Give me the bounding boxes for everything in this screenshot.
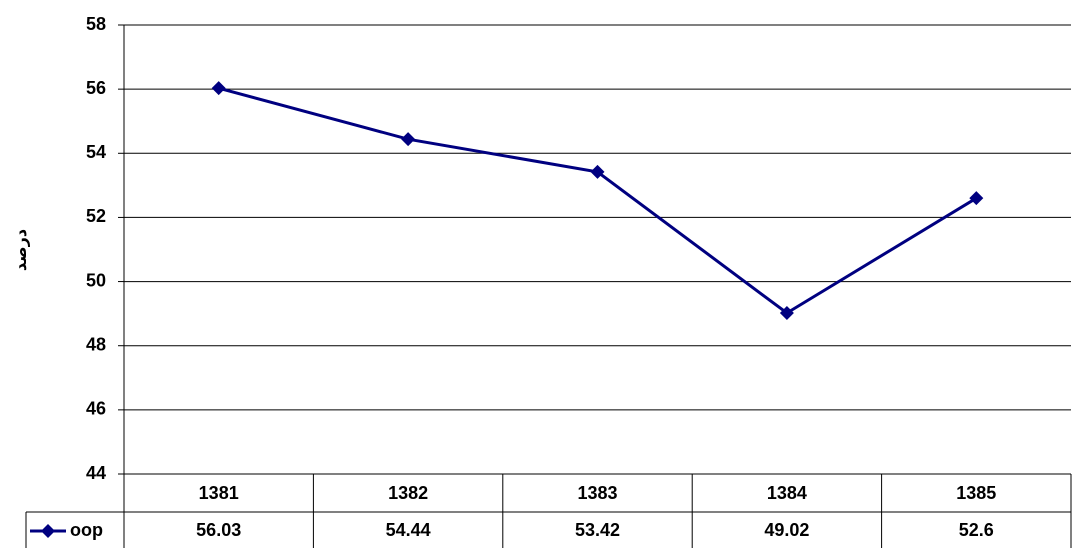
marker xyxy=(401,132,416,147)
y-tick-label: 58 xyxy=(86,14,106,34)
table-value: 56.03 xyxy=(196,520,241,540)
y-tick-label: 48 xyxy=(86,334,106,354)
x-tick-label: 1382 xyxy=(388,483,428,503)
legend-marker xyxy=(41,524,55,538)
table-value: 49.02 xyxy=(764,520,809,540)
marker xyxy=(779,306,794,321)
y-tick-label: 46 xyxy=(86,399,106,419)
table-value: 54.44 xyxy=(386,520,431,540)
marker xyxy=(211,81,226,96)
y-tick-label: 44 xyxy=(86,463,106,483)
y-axis-label: درصد xyxy=(13,229,30,271)
line-series xyxy=(218,86,978,315)
marker xyxy=(590,164,605,179)
table-value: 53.42 xyxy=(575,520,620,540)
legend-label: oop xyxy=(70,520,103,540)
y-tick-label: 54 xyxy=(86,142,106,162)
table-value: 52.6 xyxy=(959,520,994,540)
marker xyxy=(969,191,984,206)
y-tick-label: 52 xyxy=(86,206,106,226)
x-tick-label: 1383 xyxy=(577,483,617,503)
x-tick-label: 1381 xyxy=(199,483,239,503)
x-tick-label: 1385 xyxy=(956,483,996,503)
y-tick-label: 56 xyxy=(86,78,106,98)
y-tick-label: 50 xyxy=(86,270,106,290)
x-tick-label: 1384 xyxy=(767,483,807,503)
